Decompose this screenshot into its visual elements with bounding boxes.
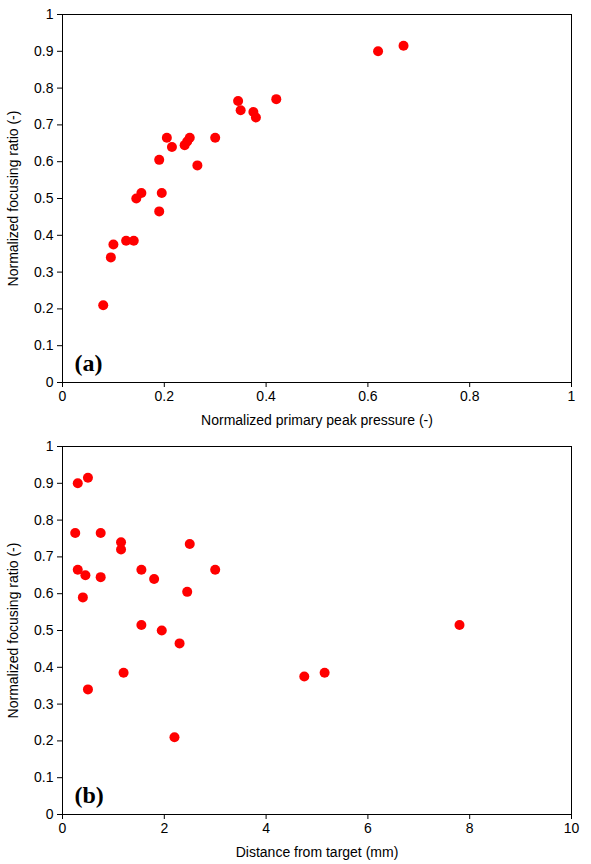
svg-text:6: 6 — [364, 820, 372, 836]
svg-text:0.1: 0.1 — [34, 337, 54, 353]
svg-text:Normalized primary peak pressu: Normalized primary peak pressure (-) — [201, 412, 433, 428]
svg-text:(b): (b) — [75, 782, 104, 808]
svg-text:0.6: 0.6 — [34, 153, 54, 169]
svg-text:0: 0 — [46, 806, 54, 822]
svg-text:0: 0 — [59, 820, 67, 836]
svg-text:0: 0 — [59, 388, 67, 404]
svg-text:0.5: 0.5 — [34, 190, 54, 206]
svg-text:0.2: 0.2 — [34, 732, 54, 748]
svg-text:0.6: 0.6 — [34, 585, 54, 601]
svg-text:0.8: 0.8 — [34, 512, 54, 528]
svg-text:0.6: 0.6 — [358, 388, 378, 404]
svg-text:(a): (a) — [75, 350, 103, 376]
svg-text:0.3: 0.3 — [34, 264, 54, 280]
svg-text:0.9: 0.9 — [34, 475, 54, 491]
svg-text:0.3: 0.3 — [34, 696, 54, 712]
svg-text:0.7: 0.7 — [34, 116, 54, 132]
svg-text:0.1: 0.1 — [34, 769, 54, 785]
svg-text:Normalized focusing ratio (-): Normalized focusing ratio (-) — [5, 543, 21, 719]
svg-text:Distance from target (mm): Distance from target (mm) — [236, 844, 399, 860]
svg-text:0.8: 0.8 — [34, 80, 54, 96]
svg-text:0.7: 0.7 — [34, 548, 54, 564]
svg-text:4: 4 — [262, 820, 270, 836]
svg-text:0.4: 0.4 — [256, 388, 276, 404]
svg-text:Normalized focusing ratio (-): Normalized focusing ratio (-) — [5, 111, 21, 287]
svg-text:1: 1 — [568, 388, 576, 404]
svg-text:1: 1 — [46, 438, 54, 454]
svg-text:0.4: 0.4 — [34, 659, 54, 675]
svg-text:0.4: 0.4 — [34, 227, 54, 243]
svg-text:0.5: 0.5 — [34, 622, 54, 638]
svg-text:0.2: 0.2 — [155, 388, 175, 404]
svg-text:0.8: 0.8 — [460, 388, 480, 404]
svg-text:10: 10 — [564, 820, 580, 836]
svg-text:0.2: 0.2 — [34, 300, 54, 316]
svg-text:8: 8 — [466, 820, 474, 836]
svg-text:0: 0 — [46, 374, 54, 390]
svg-text:1: 1 — [46, 6, 54, 22]
svg-text:2: 2 — [160, 820, 168, 836]
svg-text:0.9: 0.9 — [34, 43, 54, 59]
